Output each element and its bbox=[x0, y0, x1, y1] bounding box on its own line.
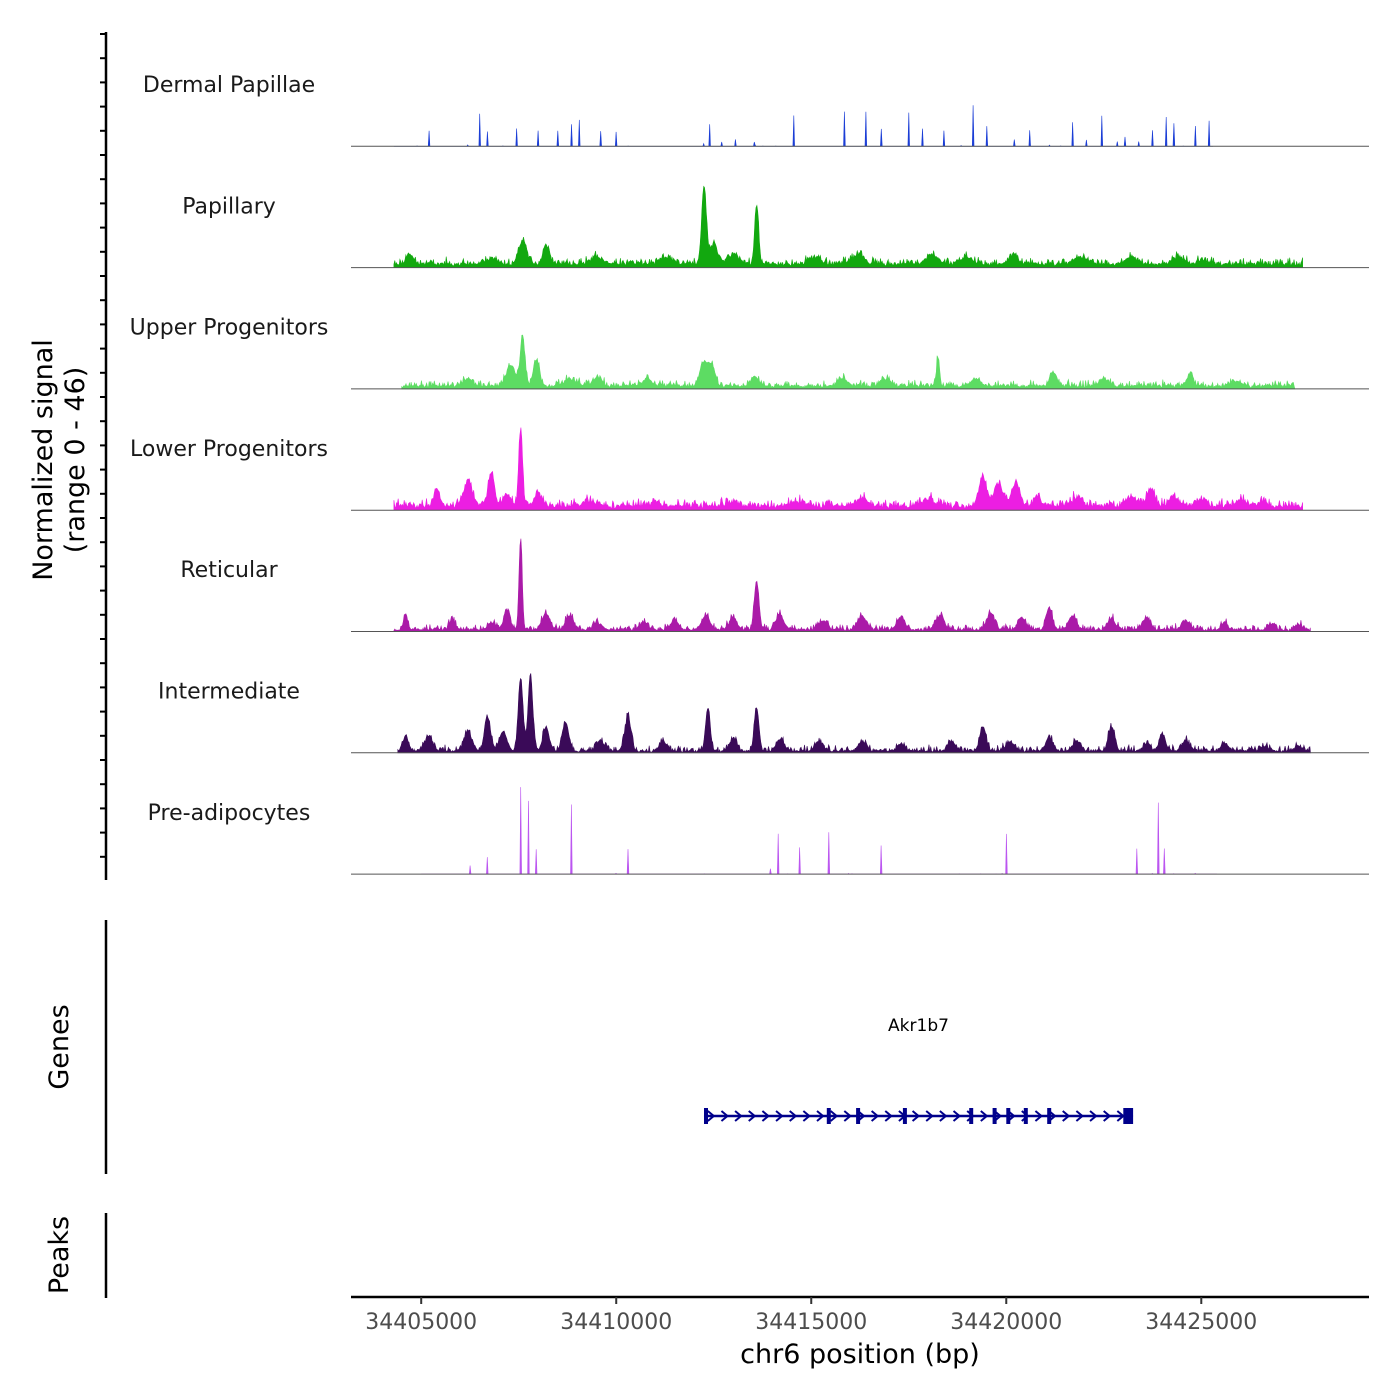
coverage-area bbox=[393, 105, 1213, 147]
gene-akr1b7: Akr1b7 bbox=[703, 1016, 1134, 1124]
track-label: Lower Progenitors bbox=[130, 437, 328, 462]
strand-arrow bbox=[1075, 1110, 1084, 1122]
track-label: Intermediate bbox=[158, 680, 300, 705]
strand-arrow bbox=[952, 1110, 962, 1122]
coverage-area bbox=[393, 538, 1311, 632]
gene-exon bbox=[1006, 1108, 1011, 1124]
strand-arrow bbox=[830, 1110, 839, 1122]
strand-arrow bbox=[1089, 1110, 1098, 1122]
gene-exon bbox=[902, 1108, 907, 1124]
x-tick-label: 34415000 bbox=[755, 1310, 867, 1335]
coverage-area bbox=[397, 673, 1311, 754]
x-tick-label: 34405000 bbox=[365, 1310, 477, 1335]
signal-ylabel-line1: Normalized signal bbox=[28, 339, 59, 581]
strand-arrow bbox=[816, 1110, 825, 1122]
coverage-area bbox=[393, 185, 1304, 268]
track-intermediate: Intermediate bbox=[158, 673, 1369, 754]
track-lower-progenitors: Lower Progenitors bbox=[130, 427, 1369, 511]
strand-arrow bbox=[1103, 1110, 1112, 1122]
signal-y-axis-ticks bbox=[100, 33, 106, 858]
peaks-panel: Peaks bbox=[44, 1213, 108, 1298]
peaks-ylabel: Peaks bbox=[44, 1216, 75, 1294]
strand-arrow bbox=[775, 1110, 784, 1122]
gene-exon bbox=[856, 1108, 861, 1124]
gene-exon bbox=[992, 1108, 997, 1124]
x-tick-label: 34410000 bbox=[560, 1310, 672, 1335]
strand-arrow bbox=[761, 1110, 770, 1122]
track-dermal-papillae: Dermal Papillae bbox=[143, 73, 1369, 147]
gene-exon bbox=[1023, 1108, 1028, 1124]
strand-arrow bbox=[707, 1110, 716, 1122]
strand-arrow bbox=[720, 1110, 729, 1122]
gene-exon bbox=[1047, 1108, 1052, 1124]
track-reticular: Reticular bbox=[180, 538, 1369, 632]
gene-exon bbox=[826, 1108, 831, 1124]
signal-tracks: Dermal Papillae Papillary Upper Progenitor… bbox=[130, 73, 1369, 875]
coverage-area bbox=[393, 427, 1304, 511]
strand-arrow bbox=[1034, 1110, 1043, 1122]
genes-panel: Genes Akr1b7 bbox=[44, 920, 1134, 1174]
x-axis: 34405000 34410000 34415000 34420000 34425000… bbox=[351, 1295, 1369, 1370]
gene-models: Akr1b7 bbox=[703, 1016, 1134, 1124]
track-label: Reticular bbox=[180, 558, 278, 583]
coverage-area bbox=[401, 334, 1296, 390]
strand-arrow bbox=[884, 1110, 893, 1122]
strand-arrow bbox=[748, 1110, 757, 1122]
strand-arrow bbox=[843, 1110, 852, 1122]
track-label: Upper Progenitors bbox=[130, 316, 329, 341]
track-upper-progenitors: Upper Progenitors bbox=[130, 316, 1369, 390]
signal-ylabel-line2: (range 0 - 46) bbox=[60, 367, 91, 554]
strand-arrow bbox=[939, 1110, 948, 1122]
track-label: Pre-adipocytes bbox=[148, 801, 311, 826]
track-label: Dermal Papillae bbox=[143, 73, 315, 98]
strand-arrow bbox=[789, 1110, 798, 1122]
strand-arrow bbox=[734, 1110, 743, 1122]
track-papillary: Papillary bbox=[182, 185, 1369, 269]
gene-label: Akr1b7 bbox=[888, 1016, 949, 1036]
gene-exon bbox=[704, 1108, 708, 1124]
strand-arrow bbox=[1062, 1110, 1071, 1122]
genes-ylabel: Genes bbox=[44, 1004, 75, 1089]
strand-arrow bbox=[911, 1110, 921, 1122]
x-tick-label: 34420000 bbox=[950, 1310, 1062, 1335]
gene-exon bbox=[1123, 1108, 1134, 1124]
x-tick-label: 34425000 bbox=[1145, 1310, 1257, 1335]
x-axis-ticks: 34405000 34410000 34415000 34420000 34425000 bbox=[365, 1297, 1257, 1335]
strand-arrow bbox=[802, 1110, 811, 1122]
track-pre-adipocytes: Pre-adipocytes bbox=[148, 787, 1369, 875]
strand-arrow bbox=[925, 1110, 934, 1122]
x-axis-label: chr6 position (bp) bbox=[740, 1339, 980, 1370]
strand-arrow bbox=[870, 1110, 880, 1122]
track-label: Papillary bbox=[182, 194, 276, 219]
strand-arrow bbox=[980, 1110, 989, 1122]
signal-y-axis: Normalized signal (range 0 - 46) bbox=[28, 32, 108, 880]
gene-exon bbox=[969, 1108, 974, 1124]
coverage-area bbox=[421, 787, 1217, 875]
